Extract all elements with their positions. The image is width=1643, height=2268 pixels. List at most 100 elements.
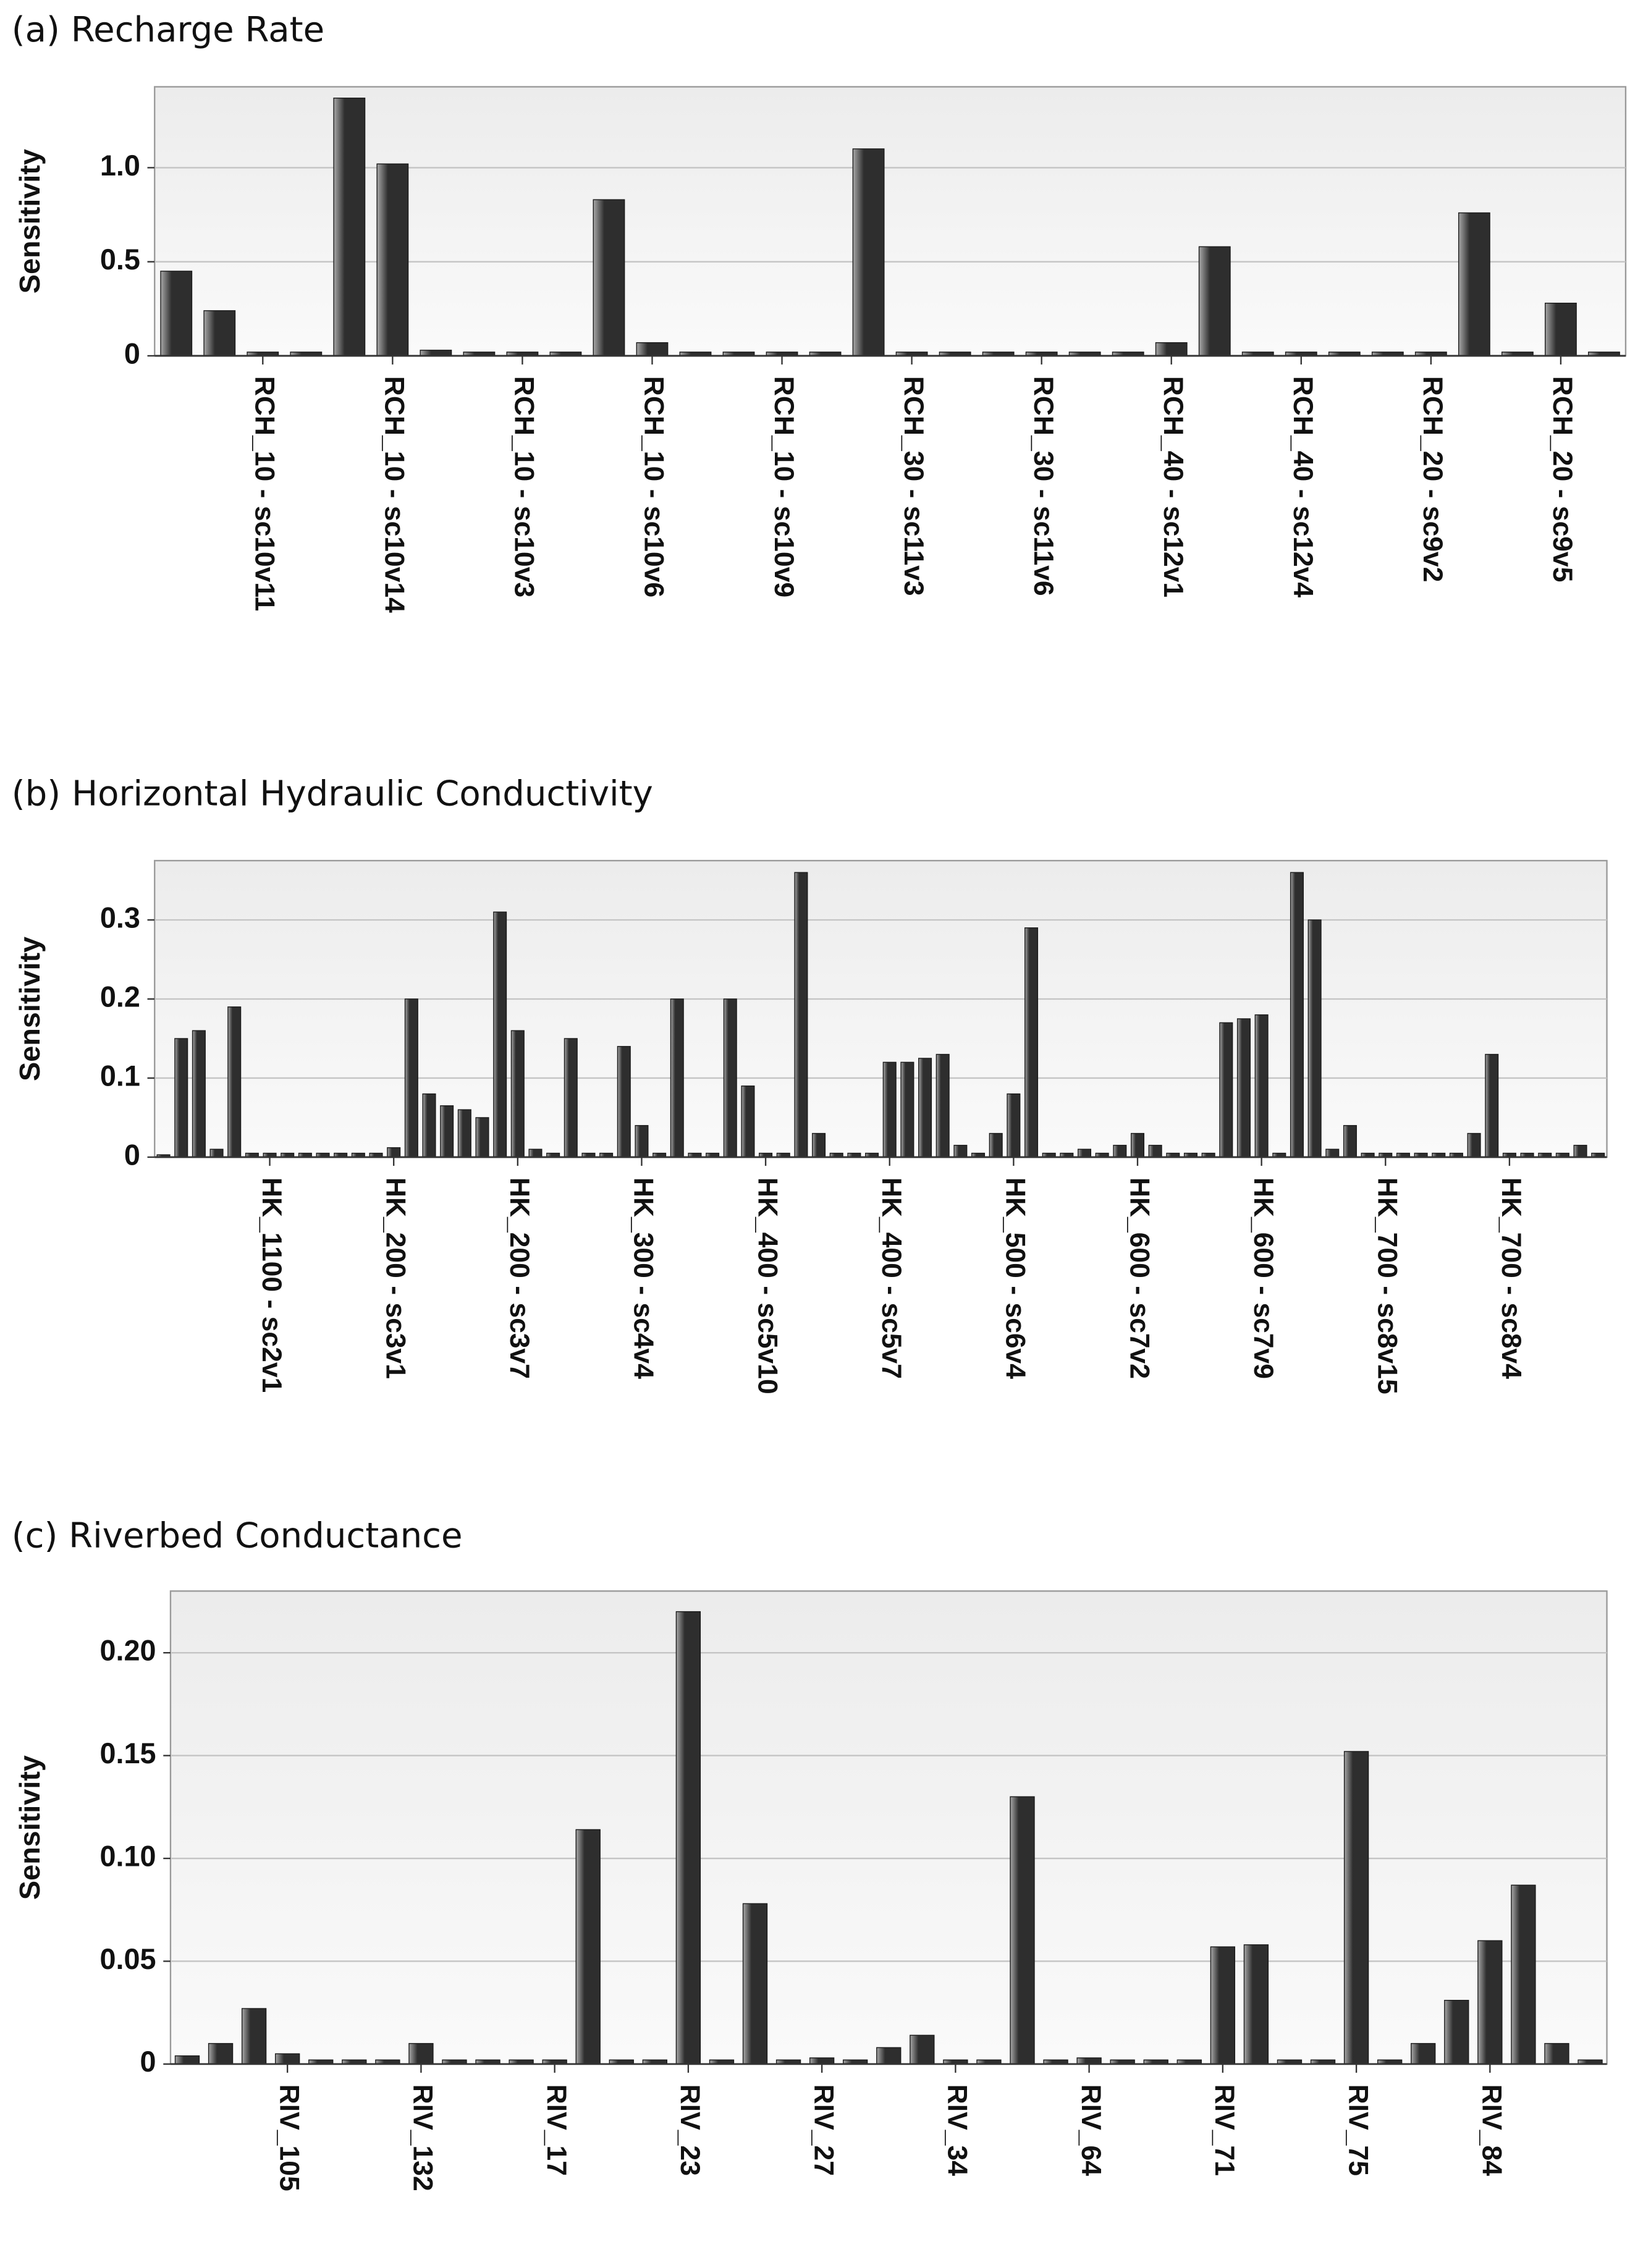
bar [1444,2000,1469,2065]
bar [1485,1053,1499,1158]
bar [910,2034,935,2065]
chart-title: (b) Horizontal Hydraulic Conductivity [12,774,653,814]
x-tick-label: HK_1100 - sc2v1 [256,1178,287,1393]
x-tick-label: RIV_27 [808,2085,838,2176]
x-tick-label: RIV_132 [408,2085,438,2191]
bar [493,911,507,1158]
bar [209,1149,224,1158]
bar [1077,1149,1092,1158]
bar [408,2042,434,2065]
bar [174,2055,200,2065]
bar [1130,1132,1145,1158]
bar [635,1125,649,1158]
bar [422,1093,436,1158]
x-tick-label: HK_400 - sc5v7 [876,1178,906,1379]
y-tick-label: 0.2 [100,980,140,1013]
bar [1411,2042,1436,2065]
bar [812,1132,826,1158]
bar [723,998,737,1158]
bar [1544,302,1577,356]
bar [575,1829,601,2065]
bar [989,1132,1003,1158]
bar [1198,246,1231,356]
x-tick-label: RIV_17 [541,2085,572,2176]
bar [1148,1145,1162,1158]
x-tick-label: RIV_64 [1076,2085,1106,2177]
bar [241,2008,267,2065]
bar [1210,1946,1236,2065]
x-tick-label: RCH_10 - sc10v6 [639,376,669,597]
x-tick-label: RCH_10 - sc10v3 [509,376,539,597]
y-axis-title: Sensitivity [14,1755,46,1900]
bar [953,1145,968,1158]
bar [794,872,808,1158]
bar [882,1061,897,1158]
x-tick-label: RCH_30 - sc11v6 [1028,376,1058,596]
x-tick-label: RIV_71 [1209,2085,1240,2176]
x-tick-label: RCH_20 - sc9v5 [1547,376,1578,583]
bar [457,1109,471,1158]
bar [593,199,625,356]
bar [742,1903,768,2065]
x-tick-label: RIV_75 [1343,2085,1373,2176]
bar [918,1058,932,1158]
bar [404,998,418,1158]
bar [564,1038,578,1158]
bar [227,1006,242,1158]
bar [1307,919,1322,1158]
y-tick-label: 0.5 [100,243,140,276]
bar [475,1117,489,1158]
x-tick-label: HK_500 - sc6v4 [1000,1178,1031,1380]
plot-area [169,1590,1608,2065]
y-tick-label: 0 [140,2046,156,2078]
bar [510,1030,525,1158]
x-tick-label: HK_600 - sc7v2 [1124,1178,1154,1379]
bar [160,271,193,356]
bar [174,1038,188,1158]
x-tick-label: RCH_10 - sc10v11 [250,376,280,612]
bar [1024,927,1039,1158]
y-axis-title: Sensitivity [14,937,46,1081]
x-tick-label: RIV_34 [942,2085,973,2177]
x-tick-label: HK_200 - sc3v1 [380,1178,410,1379]
bar [275,2053,300,2065]
bar [1254,1014,1269,1158]
chart-title: (c) Riverbed Conductance [12,1516,463,1556]
bar [1155,342,1188,356]
bar [1219,1022,1233,1158]
bar [1467,1132,1481,1158]
plot-area [154,859,1608,1158]
bar [1343,1751,1369,2065]
bar [333,98,366,356]
x-tick-label: RCH_40 - sc12v1 [1158,376,1188,597]
y-tick-label: 0.10 [100,1840,156,1872]
x-tick-label: RIV_23 [675,2085,705,2176]
y-tick-label: 0 [124,337,140,369]
x-tick-label: HK_200 - sc3v7 [504,1178,534,1379]
bar [900,1061,914,1158]
plot-area [154,86,1627,357]
bar [876,2047,902,2065]
y-tick-label: 0.1 [100,1060,140,1092]
bar [376,163,409,356]
bar [936,1053,950,1158]
bar [387,1147,401,1158]
bar [1113,1145,1127,1158]
bar [1076,2057,1102,2065]
x-tick-label: HK_300 - sc4v4 [628,1178,659,1380]
x-tick-label: RCH_20 - sc9v2 [1417,376,1448,583]
bar [1544,2042,1569,2065]
bar [208,2042,234,2065]
bar [617,1046,631,1158]
x-tick-label: RCH_10 - sc10v9 [769,376,799,597]
bar [1477,1940,1503,2065]
x-tick-label: RCH_30 - sc11v3 [898,376,929,596]
bar [192,1030,206,1158]
y-tick-label: 0.15 [100,1737,156,1769]
bar [440,1105,454,1158]
x-tick-label: RCH_40 - sc12v4 [1288,376,1318,598]
x-tick-label: RIV_84 [1477,2085,1507,2177]
bar [1236,1018,1251,1158]
